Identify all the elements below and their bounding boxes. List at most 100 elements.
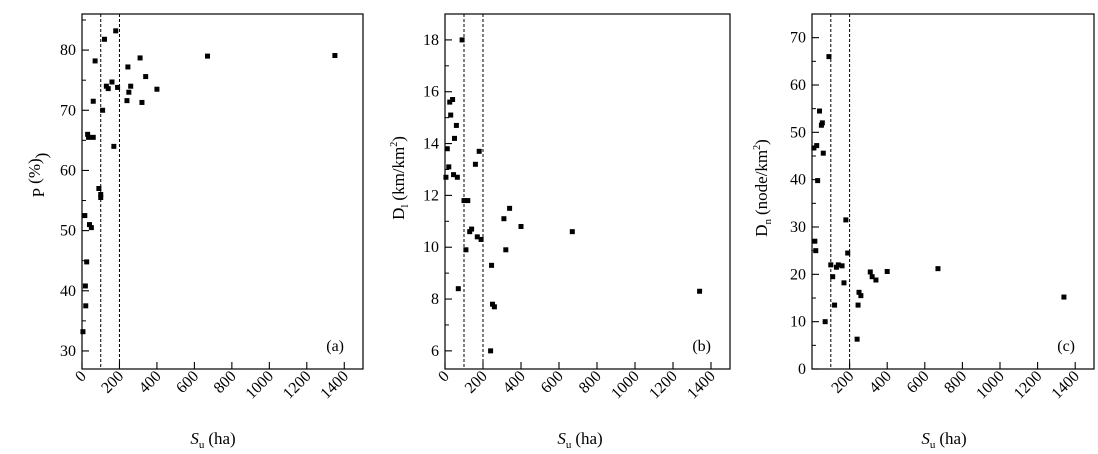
xtick-label-b-6: 1200 (646, 368, 681, 403)
data-point-a-11 (92, 58, 98, 64)
ytick-label-a-4: 70 (60, 102, 76, 119)
data-point-b-0 (443, 174, 449, 180)
data-point-c-17 (841, 280, 847, 286)
data-point-b-7 (452, 135, 457, 141)
data-point-c-19 (845, 250, 851, 256)
xlabel-b: Su (ha) (557, 429, 602, 451)
data-point-c-3 (814, 143, 820, 149)
data-point-a-20 (111, 143, 117, 149)
xtick-label-c-0: 200 (828, 368, 857, 397)
xtick-label-c-1: 400 (866, 368, 895, 397)
data-point-b-16 (469, 226, 475, 232)
ytick-label-a-2: 50 (60, 223, 76, 240)
ytick-label-b-0: 6 (431, 343, 439, 360)
data-point-c-22 (856, 289, 862, 295)
data-point-b-27 (507, 205, 513, 211)
data-point-c-7 (819, 120, 825, 126)
data-point-a-27 (137, 55, 143, 61)
data-point-a-2 (82, 283, 88, 289)
panel-b: 6 8 10 12 14 16 18 0 200 400 600 800 1000 1200 1400 Dl… (389, 13, 731, 451)
data-point-b-25 (501, 216, 507, 222)
data-point-c-9 (822, 319, 828, 325)
data-point-c-24 (867, 269, 873, 275)
xtick-label-a-3: 600 (173, 368, 202, 397)
xtick-label-c-4: 1000 (973, 368, 1008, 403)
data-point-b-8 (453, 122, 459, 128)
ytick-label-c-2: 20 (790, 266, 806, 283)
xtick-label-b-1: 200 (462, 368, 491, 397)
data-point-a-1 (82, 213, 88, 219)
data-point-b-15 (467, 229, 473, 235)
data-point-a-26 (128, 83, 134, 89)
ytick-label-c-7: 70 (790, 30, 806, 47)
data-point-b-13 (463, 247, 469, 253)
data-point-b-17 (472, 161, 478, 167)
data-point-b-26 (503, 247, 509, 253)
data-point-b-29 (569, 229, 575, 235)
xtick-label-b-7: 1400 (684, 368, 719, 403)
data-point-b-11 (459, 37, 465, 43)
data-point-b-12 (461, 198, 467, 204)
data-point-a-28 (139, 99, 145, 105)
data-point-a-19 (109, 79, 115, 85)
data-point-b-5 (450, 97, 456, 103)
data-point-a-25 (126, 89, 132, 95)
data-point-c-16 (839, 263, 845, 269)
ytick-label-c-3: 30 (790, 219, 806, 236)
ytick-label-a-1: 40 (60, 283, 76, 300)
data-point-b-2 (446, 164, 452, 170)
xlabel-c: Su (ha) (921, 429, 966, 451)
data-point-a-22 (115, 84, 121, 90)
ytick-label-c-5: 50 (790, 124, 806, 141)
xlabel-a: Su (ha) (190, 429, 235, 451)
ylabel-c-close: ) (752, 139, 771, 145)
ytick-label-c-4: 40 (790, 172, 806, 189)
xtick-label-c-3: 800 (941, 368, 970, 397)
ytick-label-c-6: 60 (790, 77, 806, 94)
data-point-a-29 (143, 74, 149, 80)
ytick-label-b-1: 8 (431, 291, 439, 308)
data-point-c-15 (835, 262, 841, 268)
ylabel-b: Dl(km/km2) (389, 136, 411, 220)
ylabel-b-close: ) (389, 136, 408, 142)
ytick-label-b-6: 18 (423, 32, 439, 49)
plot-area-c: 0 10 20 30 40 50 60 70 200 400 600 800 1000 1200 1400 (790, 13, 1095, 403)
xtick-label-a-0: 0 (72, 368, 90, 386)
ytick-label-a-3: 60 (60, 162, 76, 179)
data-point-a-7 (86, 222, 92, 228)
data-point-a-12 (96, 185, 102, 191)
xtick-label-b-4: 800 (576, 368, 605, 397)
data-point-c-1 (812, 238, 818, 244)
data-point-a-21 (113, 28, 119, 34)
data-point-b-20 (478, 236, 484, 242)
data-point-b-22 (489, 262, 495, 268)
data-point-c-29 (1061, 294, 1067, 300)
data-point-b-23 (490, 301, 495, 307)
xtick-label-a-4: 800 (211, 368, 240, 397)
data-point-b-1 (444, 146, 450, 152)
data-point-c-0 (811, 145, 817, 151)
data-point-c-10 (826, 54, 832, 60)
xtick-label-c-6: 1400 (1048, 368, 1083, 403)
ytick-label-c-1: 10 (790, 314, 806, 331)
xtick-label-b-2: 400 (500, 368, 529, 397)
ytick-label-b-4: 14 (423, 136, 439, 153)
data-point-a-15 (100, 107, 106, 113)
data-point-a-32 (332, 53, 338, 59)
data-point-a-9 (90, 134, 96, 140)
data-point-b-9 (454, 174, 460, 180)
ylabel-a: P(%)) (25, 153, 51, 198)
ylabel-c: Dn(node/km2) (752, 139, 774, 237)
data-point-c-28 (935, 266, 941, 272)
data-point-a-4 (84, 259, 90, 265)
data-point-a-31 (205, 53, 211, 59)
data-point-c-12 (830, 274, 836, 280)
data-point-c-21 (855, 302, 861, 308)
data-point-a-16 (101, 36, 107, 42)
data-point-a-0 (80, 329, 86, 335)
panel-label-a: (a) (326, 338, 344, 355)
data-point-a-14 (98, 195, 104, 201)
